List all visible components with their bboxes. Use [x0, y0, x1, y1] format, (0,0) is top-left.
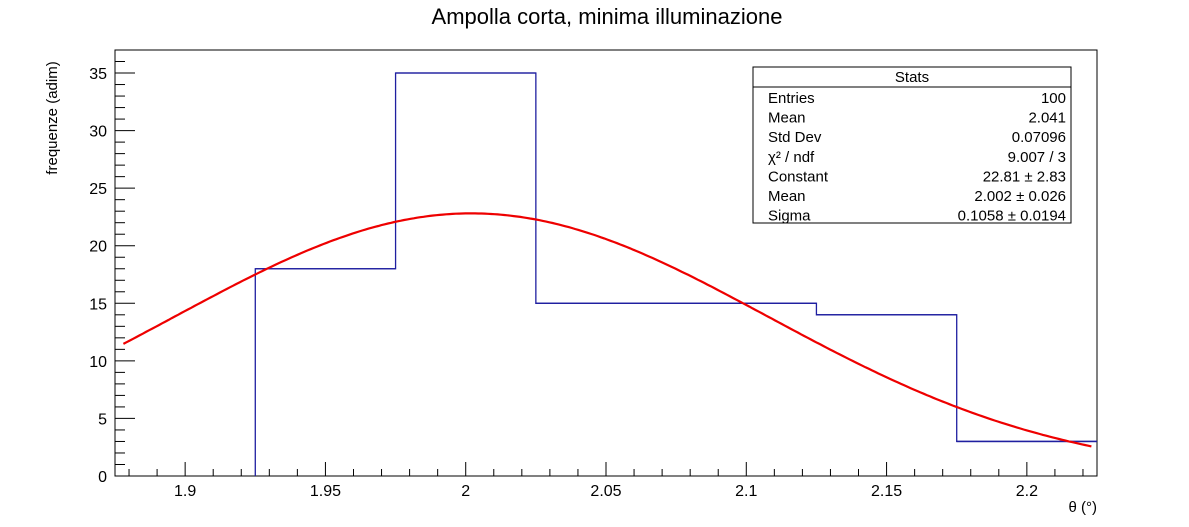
stats-row-value: 100	[1041, 90, 1066, 107]
stats-row-label: Constant	[768, 168, 829, 185]
y-tick-label: 30	[89, 124, 107, 141]
y-tick-label: 5	[98, 411, 107, 428]
y-tick-label: 35	[89, 66, 107, 83]
stats-box: Stats Entries 100 Mean 2.041 Std Dev 0.07096 χ…	[752, 66, 1072, 225]
chart-title: Ampolla corta, minima illuminazione	[432, 4, 783, 29]
stats-row-value: 2.002 ± 0.026	[974, 188, 1066, 205]
stats-box-title: Stats	[895, 69, 929, 86]
stats-row-value: 9.007 / 3	[1008, 149, 1066, 166]
y-tick-label: 15	[89, 296, 107, 313]
x-tick-label: 2	[461, 483, 470, 500]
x-tick-label: 2.05	[590, 483, 621, 500]
stats-row-label: Std Dev	[768, 129, 822, 146]
histogram-series	[254, 72, 1097, 476]
x-tick-label: 1.9	[174, 483, 196, 500]
x-tick-label: 2.2	[1016, 483, 1038, 500]
stats-row-value: 22.81 ± 2.83	[983, 168, 1066, 185]
y-tick-label: 25	[89, 181, 107, 198]
x-tick-label: 2.15	[871, 483, 902, 500]
fit-curve	[122, 212, 1092, 448]
x-axis: 1.9 1.95 2 2.05 2.1 2.15 2.2	[128, 462, 1084, 500]
stats-row-label: χ² / ndf	[768, 149, 815, 166]
x-tick-label: 1.95	[310, 483, 341, 500]
x-tick-label: 2.1	[735, 483, 757, 500]
y-axis-label: frequenze (adim)	[44, 61, 61, 174]
stats-row-value: 0.1058 ± 0.0194	[958, 208, 1066, 225]
stats-box-frame	[752, 66, 1072, 224]
y-tick-label: 0	[98, 469, 107, 486]
y-axis: 0 5 10 15 20 25 30 35	[89, 49, 135, 486]
stats-row-label: Mean	[768, 188, 806, 205]
stats-row-label: Entries	[768, 90, 815, 107]
stats-row-label: Mean	[768, 110, 806, 127]
y-tick-label: 10	[89, 354, 107, 371]
stats-row-label: Sigma	[768, 208, 811, 225]
stats-row-value: 0.07096	[1012, 129, 1066, 146]
x-axis-label: θ (°)	[1069, 499, 1098, 516]
stats-row-value: 2.041	[1028, 110, 1066, 127]
y-tick-label: 20	[89, 239, 107, 256]
gaussian-fit-series	[122, 212, 1092, 448]
